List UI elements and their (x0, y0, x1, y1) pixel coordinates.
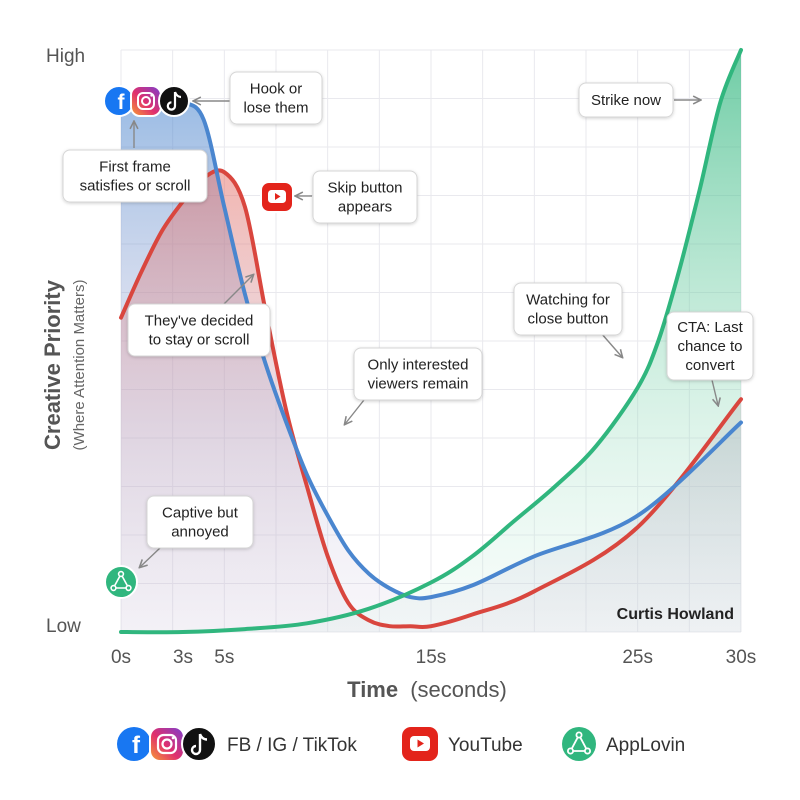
x-axis-label: Time (347, 677, 398, 702)
callout-7: Strike now (578, 82, 674, 118)
callout-text: First frame (99, 159, 171, 176)
legend-fb-ig-tiktok: f FB / IG / TikTok (117, 726, 357, 762)
callout-box (666, 311, 754, 381)
instagram-icon (149, 726, 185, 762)
applovin-icon (562, 727, 596, 761)
area-youtube (121, 170, 741, 632)
legend-label-youtube: YouTube (448, 735, 523, 756)
callouts: Hook or lose them First frame satisfies or … (62, 71, 754, 549)
callout-text: CTA: Last (677, 319, 743, 336)
arrow-watching (600, 332, 622, 357)
callout-text: Watching for (526, 292, 610, 309)
callout-box (146, 495, 254, 549)
x-tick-label: 15s (416, 647, 447, 668)
callout-text: appears (338, 199, 392, 216)
x-tick-label: 25s (622, 647, 653, 668)
x-axis-unit: (seconds) (410, 677, 507, 702)
x-tick-label: 0s (111, 647, 131, 668)
applovin-icon (104, 565, 138, 599)
facebook-icon: f (117, 727, 151, 761)
x-tick-label: 5s (214, 647, 234, 668)
chart-platform-icons: f (103, 85, 294, 599)
callout-text: Hook or (250, 81, 303, 98)
watermark: Curtis Howland (617, 606, 734, 623)
legend-applovin: AppLovin (562, 727, 685, 761)
callout-box (513, 282, 623, 336)
callout-text: close button (528, 311, 609, 328)
callout-box (62, 149, 208, 203)
tiktok-icon (181, 726, 217, 762)
legend-label-applovin: AppLovin (606, 735, 685, 756)
callout-text: annoyed (171, 524, 229, 541)
x-tick-label: 30s (726, 647, 757, 668)
svg-text:f: f (118, 91, 126, 114)
callout-box (229, 71, 323, 125)
instagram-icon (130, 85, 162, 117)
legend: f FB / IG / TikTok YouTube (117, 726, 685, 762)
x-tick-label: 3s (173, 647, 193, 668)
callout-8: Watching for close button (513, 282, 623, 336)
callout-4: They've decided to stay or scroll (127, 303, 271, 357)
callout-text: convert (685, 357, 735, 374)
callout-text: lose them (243, 100, 308, 117)
callout-text: Captive but (162, 505, 239, 522)
callout-2: First frame satisfies or scroll (62, 149, 208, 203)
x-axis: 0s 3s 5s 15s 25s 30s (111, 647, 756, 668)
svg-text:f: f (132, 732, 141, 759)
callout-9: CTA: Last chance to convert (666, 311, 754, 381)
callout-text: viewers remain (368, 376, 469, 393)
callout-text: They've decided (145, 313, 254, 330)
callout-text: chance to (677, 338, 742, 355)
arrow-captive (140, 547, 161, 567)
callout-6: Captive but annoyed (146, 495, 254, 549)
callout-1: Hook or lose them (229, 71, 323, 125)
legend-youtube: YouTube (402, 727, 523, 761)
y-tick-high: High (46, 46, 85, 67)
line-fb-ig-tiktok (119, 99, 743, 601)
callout-text: satisfies or scroll (80, 178, 191, 195)
arrow-cta (711, 379, 718, 405)
legend-label-fb: FB / IG / TikTok (227, 735, 357, 756)
y-axis: High Low Creative Priority (Where Attent… (40, 46, 88, 637)
callout-box (312, 170, 418, 224)
callout-box (353, 347, 483, 401)
callout-3: Skip button appears (312, 170, 418, 224)
tiktok-icon (158, 85, 190, 117)
callout-text: Strike now (591, 92, 661, 109)
arrow-decided (222, 275, 253, 306)
x-axis-label-group: Time (seconds) (347, 677, 507, 702)
callout-box (578, 82, 674, 118)
callout-text: Skip button (327, 180, 402, 197)
line-applovin (119, 48, 743, 635)
callout-text: to stay or scroll (149, 332, 250, 349)
callout-5: Only interested viewers remain (353, 347, 483, 401)
youtube-icon (260, 181, 294, 213)
y-axis-sublabel: (Where Attention Matters) (71, 280, 88, 451)
y-axis-label: Creative Priority (40, 279, 65, 450)
facebook-icon: f (103, 85, 135, 117)
callout-box (127, 303, 271, 357)
area-applovin (121, 50, 741, 633)
y-tick-low: Low (46, 616, 81, 637)
youtube-icon (402, 727, 438, 761)
callout-arrows (134, 100, 718, 567)
callout-text: Only interested (368, 357, 469, 374)
series-areas (121, 50, 741, 633)
arrow-interested (345, 399, 365, 424)
